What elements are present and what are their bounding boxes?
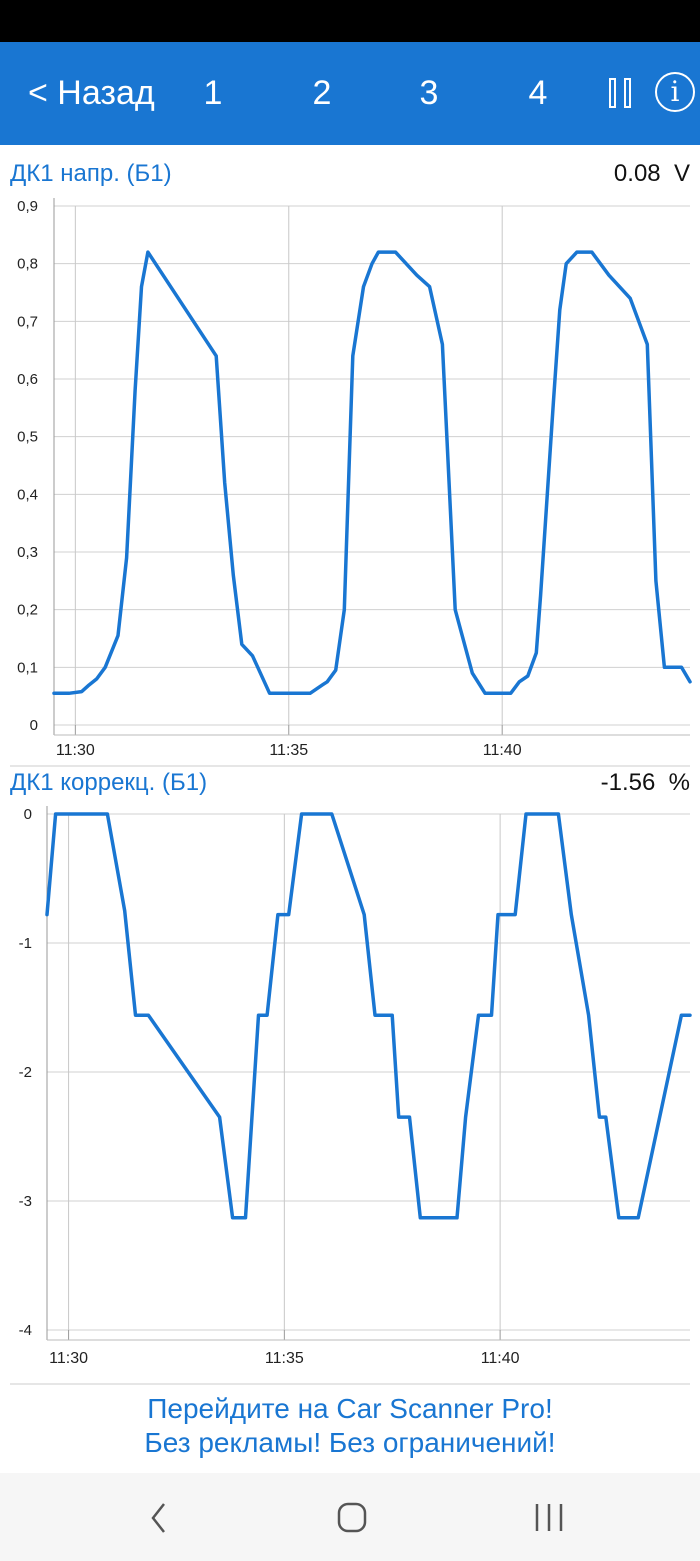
voltage-chart[interactable]: 0 0,1 0,2 0,3 0,4 0,5 0,6 0,7 0,8 0,9 11:30 11:35 11… [0,190,700,770]
promo-line-1: Перейдите на Car Scanner Pro! [147,1393,553,1424]
y-tick-label: 0,4 [17,486,38,503]
system-nav-bar [0,1473,700,1561]
y-tick-label: 0 [24,806,32,823]
x-tick-label: 11:30 [56,742,95,759]
home-icon [337,1502,367,1533]
x-tick-label: 11:30 [49,1350,88,1367]
x-tick-label: 11:35 [269,742,308,759]
chart-2-unit: % [668,769,690,796]
app-bar: < Назад 1 2 3 4 i [0,42,700,145]
promo-banner[interactable]: Перейдите на Car Scanner Pro! Без реклам… [0,1392,700,1472]
series-line [52,250,692,696]
recents-icon [535,1504,563,1531]
y-tick-label: 0,5 [17,429,38,446]
chart-divider [10,765,690,767]
y-tick-label: -2 [19,1064,32,1081]
info-icon[interactable]: i [655,72,695,112]
y-tick-label: 0,2 [17,602,38,619]
chart-2-title: ДК1 коррекц. (Б1) [10,769,208,796]
y-tick-label: 0,9 [17,198,38,215]
y-tick-label: 0,3 [17,544,38,561]
promo-line-2: Без рекламы! Без ограничений! [144,1427,556,1458]
promo-divider [10,1383,690,1385]
y-tick-label: 0,8 [17,256,38,273]
nav-back-button[interactable] [117,1473,197,1561]
tab-2[interactable]: 2 [312,74,332,112]
chart-1-title: ДК1 напр. (Б1) [10,160,172,187]
x-tick-label: 11:35 [265,1350,304,1367]
x-tick-label: 11:40 [481,1350,520,1367]
back-button[interactable]: < Назад [28,74,155,112]
y-tick-label: 0,7 [17,313,38,330]
y-tick-label: 0,1 [17,659,38,676]
nav-recents-button[interactable] [508,1473,588,1561]
y-tick-label: 0 [30,717,38,734]
y-tick-label: -3 [19,1193,32,1210]
chevron-left-icon [151,1503,165,1533]
chart-2-value-number: -1.56 [600,769,656,796]
y-tick-label: -1 [19,935,32,952]
pause-icon[interactable] [609,78,635,110]
chart-1-unit: V [673,160,690,187]
y-tick-label: -4 [19,1322,32,1339]
status-bar [0,0,700,42]
tab-4[interactable]: 4 [528,74,548,112]
tab-1[interactable]: 1 [203,74,223,112]
chart-1-value: 0.08 V [614,160,690,188]
correction-chart[interactable]: -4 -3 -2 -1 0 11:30 11:35 11:40 [0,798,700,1380]
chart-2-value: -1.56 % [601,769,690,797]
series-line [45,812,692,1220]
nav-home-button[interactable] [312,1473,392,1561]
y-tick-label: 0,6 [17,371,38,388]
chart-1-value-number: 0.08 [613,160,661,187]
x-tick-label: 11:40 [483,742,522,759]
tab-3[interactable]: 3 [419,74,439,112]
